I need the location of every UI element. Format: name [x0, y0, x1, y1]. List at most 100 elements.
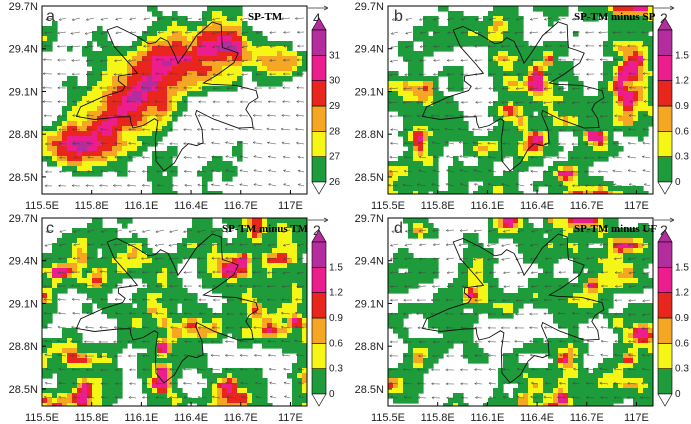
field-cell [207, 393, 213, 399]
field-cell [523, 66, 529, 72]
field-cell [558, 96, 564, 102]
field-cell [393, 176, 399, 182]
field-cell [77, 358, 83, 364]
wind-arrowhead [473, 169, 477, 173]
field-cell [197, 233, 203, 239]
field-cell [147, 171, 153, 177]
wind-arrowhead [613, 128, 616, 132]
field-cell [548, 56, 554, 62]
field-cell [82, 398, 88, 404]
field-cell [82, 51, 88, 57]
field-cell [508, 126, 514, 132]
field-cell [277, 243, 283, 249]
field-cell [202, 181, 208, 187]
field-cell [97, 383, 103, 389]
field-cell [132, 268, 138, 274]
field-cell [152, 298, 158, 304]
field-cell [217, 323, 223, 329]
field-cell [242, 61, 248, 67]
field-cell [262, 223, 268, 229]
field-cell [548, 136, 554, 142]
field-cell [488, 31, 494, 37]
field-cell [152, 403, 158, 406]
wind-arrowhead [197, 169, 201, 173]
field-cell [122, 243, 128, 249]
field-cell [142, 96, 148, 102]
field-cell [42, 348, 48, 354]
field-cell [237, 218, 243, 224]
field-cell [122, 86, 128, 92]
field-cell [87, 263, 93, 269]
field-cell [608, 111, 614, 117]
field-cell [423, 151, 429, 157]
wind-arrowhead [267, 17, 271, 21]
wind-arrowhead [516, 58, 520, 62]
wind-arrowhead [390, 45, 394, 49]
field-cell [393, 76, 399, 82]
field-cell [177, 398, 183, 404]
field-cell [92, 51, 98, 57]
field-cell [272, 46, 278, 52]
field-cell [232, 378, 238, 384]
field-cell [117, 328, 123, 334]
field-cell [147, 293, 153, 299]
field-cell [292, 248, 298, 254]
field-cell [388, 91, 394, 97]
field-cell [157, 161, 163, 167]
field-cell [558, 11, 564, 17]
field-cell [438, 141, 444, 147]
field-cell [132, 243, 138, 249]
field-cell [82, 373, 88, 379]
field-cell [508, 11, 514, 17]
wind-vector [238, 128, 249, 131]
wind-vector [225, 115, 235, 117]
wind-arrowhead [86, 141, 90, 145]
field-cell [47, 126, 53, 132]
field-cell [62, 131, 68, 137]
field-cell [67, 363, 73, 369]
field-cell [297, 278, 303, 284]
field-cell [267, 81, 273, 87]
field-cell [297, 363, 303, 369]
field-cell [493, 76, 499, 82]
field-cell [167, 66, 173, 72]
field-cell [132, 308, 138, 314]
field-cell [543, 51, 549, 57]
wind-vector [295, 128, 305, 131]
wind-arrowhead [70, 45, 74, 49]
field-cell [488, 141, 494, 147]
wind-arrowhead [460, 31, 464, 35]
field-cell [97, 136, 103, 142]
wind-vector [281, 142, 291, 145]
wind-arrowhead [297, 169, 301, 173]
field-cell [418, 151, 424, 157]
field-cell [408, 61, 414, 67]
field-cell [87, 151, 93, 157]
field-cell [628, 116, 634, 122]
field-cell [528, 61, 534, 67]
wind-arrowhead [85, 184, 89, 188]
field-cell [92, 106, 98, 112]
field-cell [292, 333, 298, 339]
field-cell [177, 253, 183, 259]
wind-arrowhead [558, 128, 562, 132]
field-cell [202, 303, 208, 309]
field-cell [47, 273, 53, 279]
field-cell [448, 26, 454, 32]
field-cell [107, 268, 113, 274]
field-cell [87, 228, 93, 234]
field-cell [543, 106, 549, 112]
field-cell [122, 218, 128, 224]
field-cell [287, 56, 293, 62]
field-cell [177, 358, 183, 364]
field-cell [212, 263, 218, 269]
wind-vector [402, 184, 413, 187]
field-cell [67, 141, 73, 147]
field-cell [137, 243, 143, 249]
field-cell [62, 253, 68, 259]
field-cell [152, 51, 158, 57]
field-cell [67, 393, 73, 399]
field-cell [172, 106, 178, 112]
field-cell [252, 293, 258, 299]
field-cell [92, 166, 98, 172]
